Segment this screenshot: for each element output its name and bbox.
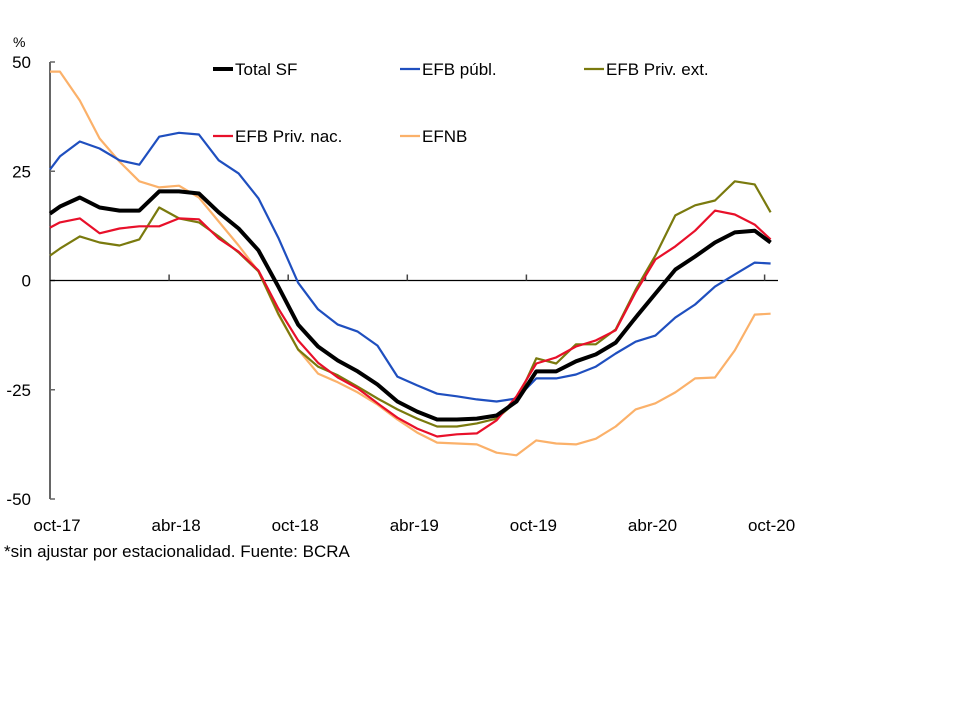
legend: Total SF EFB públ. EFB Priv. ext. EFB Priv.…	[213, 60, 709, 146]
x-tick-label: abr-19	[390, 516, 439, 535]
y-tick-label: 50	[12, 53, 31, 72]
y-tick-label: 25	[12, 162, 31, 181]
series-layer	[48, 70, 772, 457]
series-line-total-sf	[48, 189, 772, 422]
y-axis-unit-label: %	[13, 34, 25, 50]
series-line-efnb	[50, 70, 771, 457]
legend-label: Total SF	[235, 60, 297, 79]
footnote: *sin ajustar por estacionalidad. Fuente:…	[4, 542, 350, 561]
y-tick-label: 0	[22, 272, 31, 291]
legend-label: EFB Priv. nac.	[235, 127, 342, 146]
legend-label: EFB públ.	[422, 60, 497, 79]
legend-item: EFNB	[400, 127, 467, 146]
x-axis: oct-17 abr-18 oct-18 abr-19 oct-19 abr-20 oct-…	[33, 274, 795, 535]
legend-item: Total SF	[213, 60, 297, 79]
legend-label: EFB Priv. ext.	[606, 60, 709, 79]
legend-item: EFB Priv. nac.	[213, 127, 342, 146]
x-tick-label: abr-18	[152, 516, 201, 535]
x-tick-label: oct-20	[748, 516, 795, 535]
legend-item: EFB Priv. ext.	[584, 60, 709, 79]
legend-item: EFB públ.	[400, 60, 497, 79]
legend-label: EFNB	[422, 127, 467, 146]
x-tick-label: oct-19	[510, 516, 557, 535]
x-tick-label: abr-20	[628, 516, 677, 535]
x-tick-label: oct-17	[33, 516, 80, 535]
y-axis: 50 25 0 -25 -50	[6, 53, 55, 509]
series-line-efb-priv-ext	[49, 180, 772, 428]
y-tick-label: -25	[6, 381, 31, 400]
x-tick-label: oct-18	[272, 516, 319, 535]
y-tick-label: -50	[6, 490, 31, 509]
series-line-efb-p-bl	[49, 131, 771, 403]
series-line-efb-priv-nac	[49, 209, 772, 438]
